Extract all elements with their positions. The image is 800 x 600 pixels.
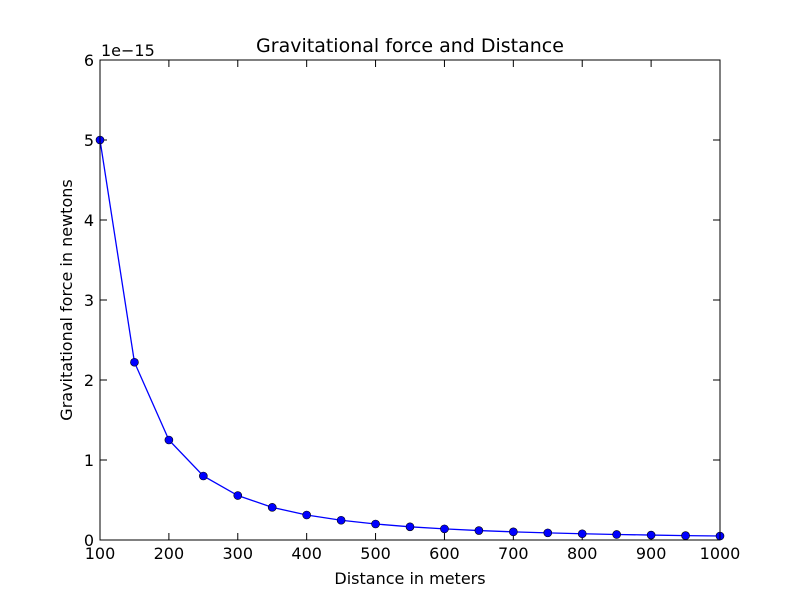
data-points (95, 135, 725, 541)
data-point-4 (233, 491, 243, 500)
x-tick-label-0: 100 (85, 544, 116, 563)
data-point-10 (440, 524, 449, 534)
data-point-3 (199, 471, 208, 481)
x-axis-label: Distance in meters (334, 569, 485, 588)
x-tick-label-9: 1000 (700, 544, 741, 563)
data-point-13 (543, 528, 553, 538)
y-offset-label: 1e−15 (101, 41, 155, 60)
data-point-6 (302, 510, 311, 520)
y-tick-label-6: 6 (84, 51, 94, 70)
y-tick-label-4: 4 (84, 211, 94, 230)
x-tick-label-6: 700 (498, 544, 529, 563)
data-point-15 (612, 530, 621, 539)
data-point-17 (681, 531, 690, 540)
data-point-8 (371, 519, 380, 529)
x-tick-label-7: 800 (567, 544, 598, 563)
data-point-9 (405, 522, 415, 532)
y-axis-label: Gravitational force in newtons (57, 179, 76, 420)
y-tick-label-5: 5 (84, 131, 94, 150)
data-point-2 (164, 435, 174, 445)
y-tick-label-3: 3 (84, 291, 94, 310)
x-tick-label-8: 900 (636, 544, 667, 563)
x-tick-label-5: 600 (429, 544, 460, 563)
x-tick-label-2: 300 (223, 544, 254, 563)
y-tick-label-0: 0 (84, 531, 94, 550)
data-point-14 (577, 529, 587, 539)
y-tick-label-2: 2 (84, 371, 94, 390)
x-tick-label-4: 500 (360, 544, 391, 563)
data-point-7 (336, 515, 346, 525)
data-point-11 (474, 526, 484, 535)
ticks (99, 59, 721, 541)
x-tick-label-1: 200 (154, 544, 185, 563)
x-tick-label-3: 400 (291, 544, 322, 563)
chart-title: Gravitational force and Distance (256, 35, 564, 57)
data-point-5 (267, 503, 277, 512)
tick-labels: 100 200 300 400 500 600 700 800 900 1000 0 1 2 3 4 5 6 (84, 51, 741, 563)
data-point-12 (509, 527, 518, 537)
plot-frame (99, 59, 721, 541)
data-point-16 (646, 530, 656, 540)
data-point-1 (130, 357, 139, 367)
plot-area (100, 60, 720, 540)
y-tick-label-1: 1 (84, 451, 94, 470)
